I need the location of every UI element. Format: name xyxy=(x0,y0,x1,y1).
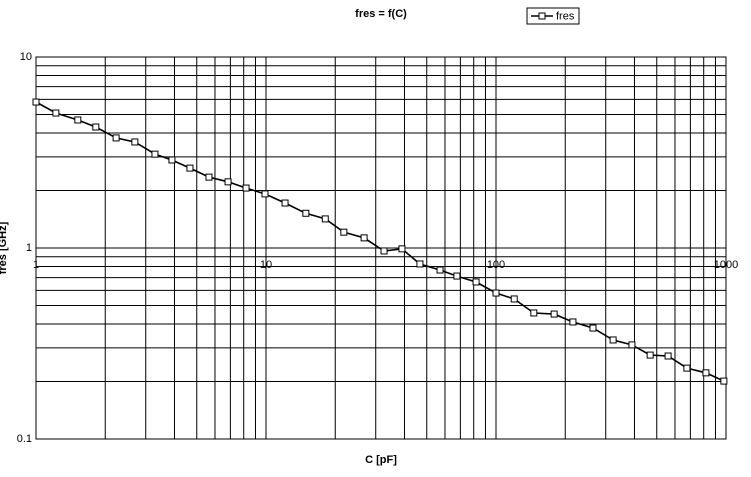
data-point xyxy=(510,295,518,303)
data-point xyxy=(242,184,250,192)
data-point xyxy=(74,116,82,124)
legend-label: fres xyxy=(556,10,575,22)
x-axis-title: C [pF] xyxy=(365,454,397,466)
data-point xyxy=(628,341,636,349)
chart-title: fres = f(C) xyxy=(355,8,407,20)
data-point xyxy=(589,324,597,332)
data-point xyxy=(398,245,406,253)
data-point xyxy=(609,336,617,344)
data-point xyxy=(321,215,329,223)
x-tick-label: 100 xyxy=(487,259,505,271)
data-point xyxy=(453,272,461,280)
data-point xyxy=(205,173,213,181)
data-point xyxy=(664,352,672,360)
data-point xyxy=(492,289,500,297)
data-point xyxy=(530,309,538,317)
data-point xyxy=(416,260,424,268)
data-point xyxy=(340,228,348,236)
data-point xyxy=(550,310,558,318)
series-line xyxy=(35,101,725,382)
y-tick-label: 0.1 xyxy=(17,433,32,445)
data-point xyxy=(436,266,444,274)
x-tick-label: 1 xyxy=(33,259,39,271)
data-point xyxy=(224,178,232,186)
legend: fres xyxy=(526,7,580,25)
x-tick-label: 1000 xyxy=(714,259,738,271)
data-point xyxy=(646,351,654,359)
data-point xyxy=(360,234,368,242)
y-tick-label: 1 xyxy=(26,242,32,254)
data-point xyxy=(131,138,139,146)
plot-frame xyxy=(35,56,727,440)
data-point xyxy=(281,199,289,207)
data-point xyxy=(112,134,120,142)
data-point xyxy=(380,247,388,255)
data-point xyxy=(186,164,194,172)
series xyxy=(32,98,728,385)
data-point xyxy=(683,364,691,372)
x-tick-label: 10 xyxy=(260,259,272,271)
data-point xyxy=(52,109,60,117)
data-point xyxy=(151,150,159,158)
data-point xyxy=(32,98,40,106)
data-point xyxy=(720,377,728,385)
data-point xyxy=(569,318,577,326)
data-point xyxy=(302,209,310,217)
data-point xyxy=(472,278,480,286)
y-axis-title: fres [GHz] xyxy=(0,221,9,274)
legend-marker xyxy=(538,12,546,20)
data-point xyxy=(92,123,100,131)
data-point xyxy=(261,190,269,198)
data-point xyxy=(702,369,710,377)
data-point xyxy=(168,156,176,164)
y-tick-label: 10 xyxy=(20,51,32,63)
